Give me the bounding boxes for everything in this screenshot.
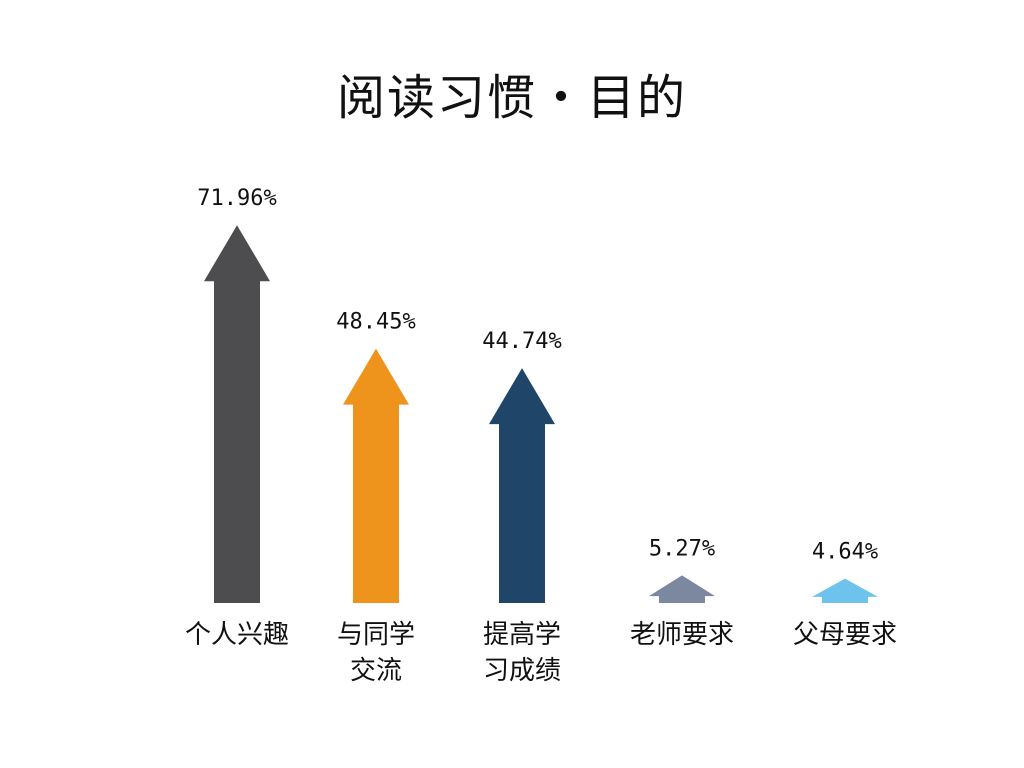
category-label-line: 个人兴趣 bbox=[185, 620, 289, 650]
data-label-2: 48.45% bbox=[336, 310, 415, 335]
category-label-line: 父母要求 bbox=[793, 620, 897, 650]
bar-arrow-5 bbox=[812, 578, 878, 603]
category-label-4: 老师要求 bbox=[630, 620, 734, 650]
page-title: 阅读习惯・目的 bbox=[336, 70, 687, 126]
bar-arrow-4 bbox=[649, 575, 715, 603]
bar-arrow-3 bbox=[489, 368, 555, 603]
bar-arrow-2 bbox=[343, 348, 409, 603]
category-label-1: 个人兴趣 bbox=[185, 620, 289, 650]
category-label-line: 提高学 bbox=[483, 620, 561, 650]
category-label-3: 提高学习成绩 bbox=[483, 620, 561, 686]
data-label-4: 5.27% bbox=[649, 536, 715, 561]
bar-arrow-1 bbox=[204, 225, 270, 603]
data-label-3: 44.74% bbox=[482, 329, 561, 354]
category-label-line: 与同学 bbox=[337, 620, 415, 650]
category-label-line: 习成绩 bbox=[483, 656, 561, 686]
category-label-line: 交流 bbox=[350, 656, 402, 686]
data-label-5: 4.64% bbox=[812, 540, 878, 565]
data-label-1: 71.96% bbox=[197, 186, 276, 211]
category-label-2: 与同学交流 bbox=[337, 620, 415, 686]
category-label-line: 老师要求 bbox=[630, 620, 734, 650]
category-label-5: 父母要求 bbox=[793, 620, 897, 650]
